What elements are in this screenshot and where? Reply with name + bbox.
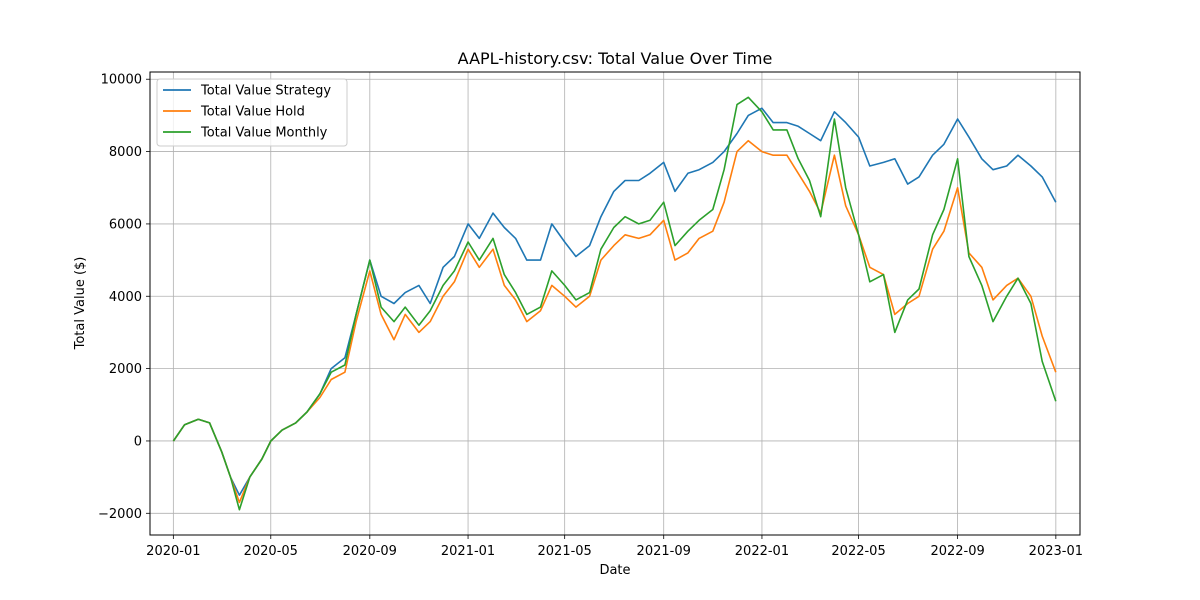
total-value-hold-legend-label: Total Value Hold [200,105,305,120]
chart-title: AAPL-history.csv: Total Value Over Time [458,49,773,68]
y-tick-label: 8000 [109,145,142,160]
x-tick-label: 2021-05 [538,544,592,559]
y-axis-title: Total Value ($) [73,257,88,351]
x-tick-label: 2022-05 [831,544,885,559]
total-value-strategy-legend-label: Total Value Strategy [200,84,331,99]
x-tick-label: 2023-01 [1029,544,1083,559]
x-tick-label: 2020-09 [343,544,397,559]
total-value-monthly-line [172,96,1057,511]
x-tick-label: 2022-09 [930,544,984,559]
x-tick-label: 2021-01 [441,544,495,559]
x-axis-title: Date [599,563,630,578]
grid-lines [150,72,1080,535]
x-tick-label: 2022-01 [735,544,789,559]
y-tick-label: 0 [134,434,142,449]
y-tick-label: 4000 [109,290,142,305]
x-tick-label: 2020-05 [244,544,298,559]
legend: Total Value Strategy Total Value Hold Tota… [156,78,348,147]
series-lines [172,96,1057,511]
y-tick-label: 2000 [109,362,142,377]
y-tick-label: 6000 [109,217,142,232]
y-tick-label: 10000 [101,73,142,88]
y-tick-label: −2000 [98,507,142,522]
plot-frame [149,71,1081,536]
y-axis-ticks: −2000 0 2000 4000 6000 8000 10000 [98,73,150,522]
x-axis-ticks: 2020-01 2020-05 2020-09 2021-01 2021-05 2021-… [146,535,1083,559]
x-tick-label: 2020-01 [146,544,200,559]
total-value-monthly-legend-label: Total Value Monthly [200,126,328,141]
x-tick-label: 2021-09 [637,544,691,559]
legend-box [156,78,348,147]
